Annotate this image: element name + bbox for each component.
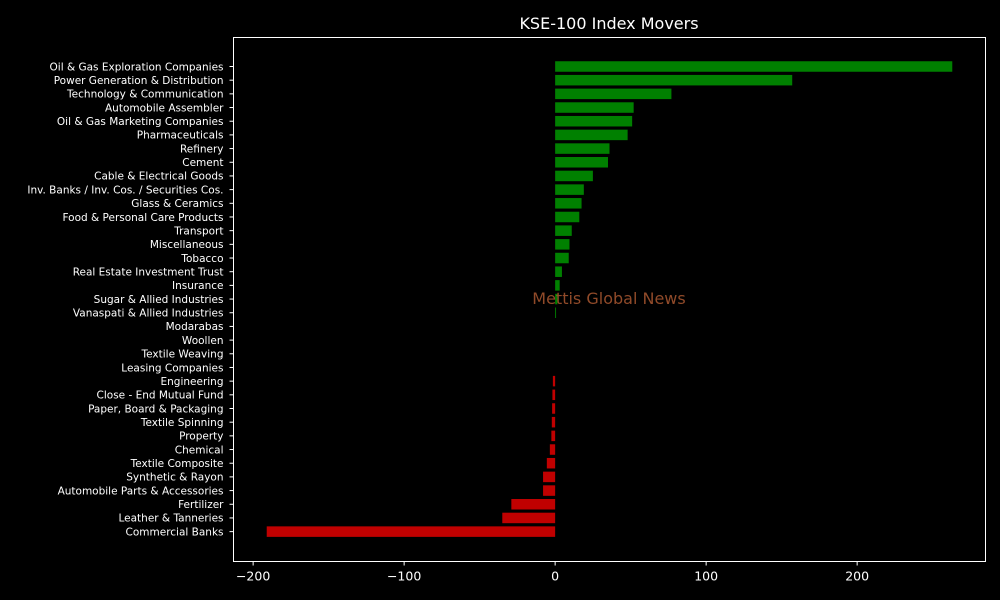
category-label-cement: Cement [182,157,223,169]
category-label-modarabas: Modarabas [166,321,224,333]
category-label-commercial-banks: Commercial Banks [126,526,224,538]
bar-cement [555,157,608,168]
category-label-engineering: Engineering [161,376,224,388]
x-tick-label: 0 [551,569,559,584]
bar-engineering [552,375,556,387]
bar-oil-gas-exploration-companies [555,61,953,72]
category-label-cable-electrical-goods: Cable & Electrical Goods [94,171,223,183]
category-label-miscellaneous: Miscellaneous [150,239,224,251]
category-label-property: Property [179,431,223,443]
category-label-oil-gas-marketing-companies: Oil & Gas Marketing Companies [57,116,224,128]
bar-textile-composite [546,457,556,469]
category-label-textile-spinning: Textile Spinning [140,417,224,429]
bar-transport [555,225,572,236]
bar-power-generation-distribution [555,74,793,86]
category-label-paper-board-packaging: Paper, Board & Packaging [88,403,223,415]
bar-oil-gas-marketing-companies [555,115,633,127]
category-label-tobacco: Tobacco [180,253,223,265]
x-tick-label: 100 [694,569,718,584]
bar-tobacco [555,252,569,264]
x-tick-label: −200 [236,569,270,584]
category-label-chemical: Chemical [175,444,224,456]
category-label-inv-banks-inv-cos-securities-cos: Inv. Banks / Inv. Cos. / Securities Cos. [27,184,223,196]
bar-chemical [549,444,556,455]
bar-insurance [555,280,560,291]
bar-vanaspati-allied-industries [555,307,557,318]
x-axis-ticks: −200 −100 0 100 200 [236,561,869,584]
plot-frame [233,37,986,562]
category-label-refinery: Refinery [180,143,224,155]
bar-miscellaneous [555,239,570,250]
bar-property [551,430,556,442]
bar-cable-electrical-goods [555,170,593,182]
bar-textile-spinning [551,416,556,428]
category-label-automobile-assembler: Automobile Assembler [105,102,224,114]
bar-refinery [555,143,610,154]
bar-leather-tanneries [502,512,556,524]
category-label-woollen: Woollen [182,335,224,347]
category-label-leasing-companies: Leasing Companies [121,362,223,374]
x-tick-label: −100 [387,569,421,584]
category-label-vanaspati-allied-industries: Vanaspati & Allied Industries [73,308,224,320]
bar-food-personal-care-products [555,211,580,223]
category-label-textile-composite: Textile Composite [130,458,224,470]
watermark-text: Mettis Global News [532,289,685,308]
category-label-pharmaceuticals: Pharmaceuticals [137,130,224,142]
x-tick-label: 200 [845,569,869,584]
bar-automobile-parts-accessories [543,485,556,496]
category-label-oil-gas-exploration-companies: Oil & Gas Exploration Companies [50,61,224,73]
category-label-fertilizer: Fertilizer [178,499,224,511]
bars-group [266,61,953,537]
category-label-automobile-parts-accessories: Automobile Parts & Accessories [58,485,224,497]
category-label-real-estate-investment-trust: Real Estate Investment Trust [73,267,224,279]
category-label-technology-communication: Technology & Communication [66,89,223,101]
bar-pharmaceuticals [555,129,628,141]
category-label-textile-weaving: Textile Weaving [141,349,224,361]
category-label-glass-ceramics: Glass & Ceramics [131,198,223,210]
category-label-transport: Transport [173,225,223,237]
bar-paper-board-packaging [552,403,556,414]
bar-real-estate-investment-trust [555,266,562,277]
bar-inv-banks-inv-cos-securities-cos [555,184,584,195]
category-labels: Oil & Gas Exploration Companies Power Gen… [27,61,234,538]
bar-technology-communication [555,88,672,100]
category-label-synthetic-rayon: Synthetic & Rayon [126,472,223,484]
category-label-leather-tanneries: Leather & Tanneries [118,513,223,525]
category-label-insurance: Insurance [172,280,224,292]
category-label-sugar-allied-industries: Sugar & Allied Industries [94,294,224,306]
category-label-food-personal-care-products: Food & Personal Care Products [62,212,223,224]
chart-title: KSE-100 Index Movers [519,14,698,33]
bar-fertilizer [511,499,556,510]
bar-automobile-assembler [555,102,634,113]
category-label-close-end-mutual-fund: Close - End Mutual Fund [97,390,224,402]
category-label-power-generation-distribution: Power Generation & Distribution [54,75,224,87]
bar-sugar-allied-industries [555,293,558,305]
bar-glass-ceramics [555,198,582,209]
bar-close-end-mutual-fund [552,389,556,401]
bar-commercial-banks [266,526,556,537]
bar-synthetic-rayon [543,471,556,483]
